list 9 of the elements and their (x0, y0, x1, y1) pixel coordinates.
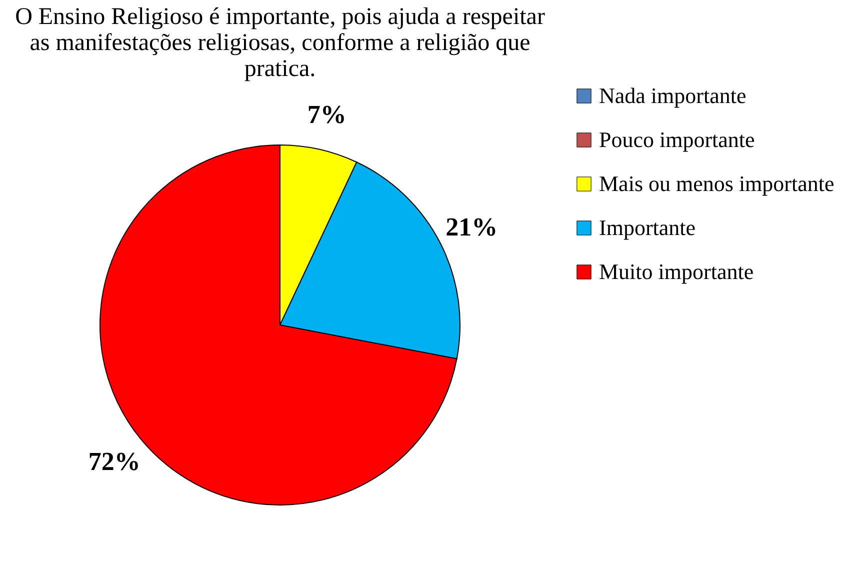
legend-label: Pouco importante (599, 127, 755, 152)
legend-label: Mais ou menos importante (599, 171, 834, 196)
legend-label: Importante (599, 215, 696, 240)
data-label: 7% (307, 100, 346, 130)
legend-label: Muito importante (599, 259, 754, 284)
legend-label: Nada importante (599, 83, 746, 108)
data-label: 72% (88, 447, 140, 476)
chart-title: O Ensino Religioso é importante, pois ajuda a respeitar as manifestações religiosas, conforme a religião que pratica. (15, 4, 545, 82)
data-label: 21% (446, 212, 498, 242)
